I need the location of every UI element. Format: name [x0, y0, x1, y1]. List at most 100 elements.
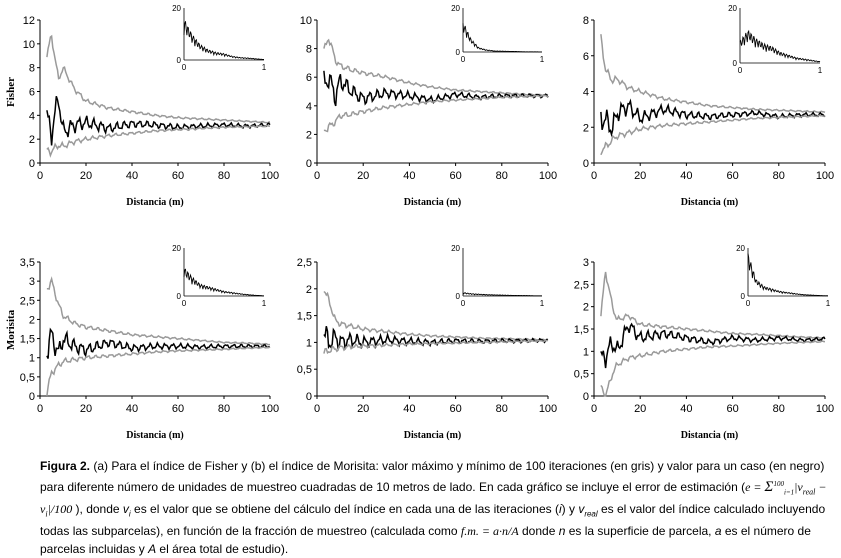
x-axis-label: Distancia (m) — [681, 430, 739, 441]
x-tick-label: 20 — [80, 170, 92, 182]
iteration-bound-line — [600, 114, 826, 156]
inset-x-tick-label: 0 — [461, 299, 466, 308]
chart-panel: 0 0,5 1 1,5 2 2,5 3 0 20 40 60 80 100 Distancia (m) 0 2… — [574, 244, 834, 441]
caption-text: (a) Para el índice de Fisher y (b) el ín… — [40, 459, 825, 494]
inset-y-tick-label: 20 — [172, 244, 181, 253]
y-tick-label: 6 — [29, 87, 35, 99]
caption-text: es el valor que se obtiene del cálculo d… — [130, 502, 559, 517]
y-tick-label: 0 — [583, 158, 589, 170]
inset-error-line — [462, 292, 542, 297]
x-tick-label: 80 — [218, 170, 230, 182]
row-label-fisher: Fisher — [5, 77, 17, 107]
x-tick-label: 40 — [680, 403, 692, 415]
y-tick-label: 1,5 — [574, 324, 589, 336]
iteration-bound-line — [600, 340, 825, 397]
iteration-bound-line — [600, 34, 826, 114]
x-tick-label: 20 — [634, 403, 646, 415]
y-tick-label: 0,5 — [574, 369, 589, 381]
y-tick-label: 3 — [29, 276, 35, 288]
chart-panel: 0 0,5 1 1,5 2 2,5 0 20 40 60 80 100 Distancia (m) 0 20… — [297, 244, 557, 441]
single-case-line — [46, 95, 271, 146]
x-tick-label: 0 — [37, 403, 43, 415]
x-tick-label: 40 — [126, 170, 138, 182]
inset-x-tick-label: 0 — [738, 66, 743, 75]
y-tick-label: 0,5 — [297, 364, 312, 376]
single-case-line — [600, 322, 826, 369]
x-tick-label: 100 — [539, 170, 557, 182]
iteration-bound-line — [46, 346, 271, 397]
y-tick-label: 2 — [306, 129, 312, 141]
y-tick-label: 2 — [29, 134, 35, 146]
x-tick-label: 60 — [172, 170, 184, 182]
y-tick-label: 12 — [23, 15, 35, 27]
inset-x-tick-label: 1 — [826, 299, 831, 308]
y-tick-label: 0 — [29, 391, 35, 403]
n-symbol: n — [558, 524, 566, 539]
y-tick-label: 2 — [583, 122, 589, 134]
error-inset: 0 20 0 1 — [451, 4, 545, 64]
x-tick-label: 0 — [314, 170, 320, 182]
x-tick-label: 0 — [591, 170, 597, 182]
x-axis-label: Distancia (m) — [126, 430, 184, 441]
inset-error-line — [739, 29, 821, 63]
x-tick-label: 80 — [496, 403, 508, 415]
error-formula: e = Σ100i=1|vreal − vi|/100 — [40, 478, 827, 519]
x-tick-label: 100 — [816, 170, 834, 182]
y-tick-label: 4 — [306, 101, 312, 113]
x-tick-label: 40 — [403, 403, 415, 415]
inset-error-line — [183, 21, 264, 60]
y-tick-label: 4 — [29, 110, 35, 122]
caption-text: es la superficie de parcela, — [565, 524, 715, 539]
x-axis-label: Distancia (m) — [404, 430, 462, 441]
inset-x-tick-label: 1 — [818, 66, 823, 75]
inset-y-tick-label: 0 — [733, 59, 738, 68]
y-tick-label: 4 — [583, 87, 589, 99]
inset-x-tick-label: 1 — [262, 63, 267, 72]
caption-text: es el valor del índice calculado incluye… — [40, 502, 826, 539]
error-inset: 0 20 0 1 — [728, 4, 823, 75]
inset-x-tick-label: 1 — [540, 299, 545, 308]
x-tick-label: 0 — [314, 403, 320, 415]
y-tick-label: 0,5 — [20, 372, 35, 384]
iteration-bound-line — [46, 34, 271, 124]
x-tick-label: 0 — [591, 403, 597, 415]
x-tick-label: 100 — [261, 403, 279, 415]
inset-y-tick-label: 20 — [451, 244, 460, 253]
x-tick-label: 40 — [126, 403, 138, 415]
caption-label: Figura 2. — [40, 459, 91, 473]
inset-y-tick-label: 0 — [456, 292, 461, 301]
x-axis-label: Distancia (m) — [126, 197, 184, 208]
iteration-bound-line — [46, 276, 270, 346]
y-tick-label: 6 — [583, 51, 589, 63]
y-tick-label: 8 — [583, 15, 589, 27]
x-tick-label: 60 — [449, 170, 461, 182]
y-tick-label: 0 — [29, 158, 35, 170]
iteration-bound-line — [323, 94, 549, 133]
inset-x-tick-label: 0 — [182, 299, 187, 308]
inset-error-line — [747, 253, 829, 297]
inset-x-tick-label: 1 — [540, 55, 545, 64]
y-tick-label: 10 — [23, 39, 35, 51]
x-tick-label: 80 — [496, 170, 508, 182]
a-symbol: a — [714, 524, 722, 539]
y-tick-label: 2,5 — [20, 295, 35, 307]
inset-y-tick-label: 0 — [177, 292, 182, 301]
iteration-bound-line — [46, 124, 270, 158]
iteration-bound-line — [600, 271, 826, 339]
x-tick-label: 60 — [172, 403, 184, 415]
x-tick-label: 80 — [773, 170, 785, 182]
v-i-symbol: vi — [122, 502, 131, 519]
inset-y-tick-label: 0 — [177, 56, 182, 65]
error-inset: 0 20 0 1 — [172, 4, 267, 72]
error-inset: 0 20 0 1 — [172, 244, 267, 308]
single-case-line — [46, 327, 271, 359]
y-tick-label: 8 — [306, 44, 312, 56]
i-symbol: i — [558, 502, 562, 517]
y-tick-label: 0 — [306, 391, 312, 403]
iteration-bound-line — [323, 290, 549, 342]
error-inset: 0 20 0 1 — [451, 244, 545, 308]
y-tick-label: 10 — [300, 15, 312, 27]
iteration-bound-line — [323, 339, 549, 355]
x-tick-label: 0 — [37, 170, 43, 182]
